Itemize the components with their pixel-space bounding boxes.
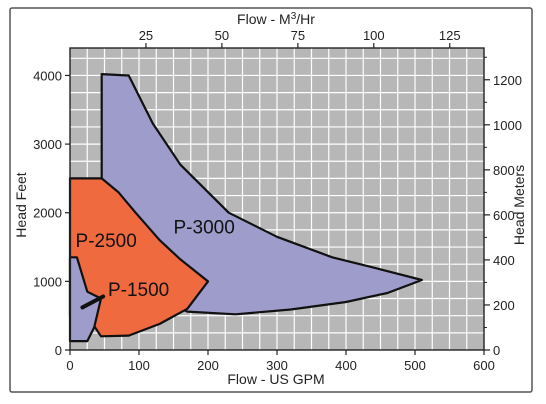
top-x-axis-title-suffix: /Hr [296,11,315,27]
top-x-tick-label: 125 [439,28,461,43]
right-tick-label: 0 [493,343,500,358]
y-tick-label: 3000 [33,137,62,152]
y-tick-label: 1000 [33,274,62,289]
x-tick-label: 0 [66,358,73,373]
series-label-p-1500: P-1500 [108,280,169,301]
right-tick-label: 800 [493,163,515,178]
p1500-region [68,256,103,343]
right-tick-label: 1000 [493,118,522,133]
x-tick-label: 600 [473,358,495,373]
series-label-p-2500: P-2500 [76,231,137,252]
right-tick-label: 400 [493,253,515,268]
y-tick-label: 2000 [33,206,62,221]
y-tick-label: 4000 [33,68,62,83]
top-x-axis-title-superscript: 3 [291,11,297,22]
x-tick-label: 400 [335,358,357,373]
right-tick-label: 600 [493,208,515,223]
y-tick-label: 0 [55,343,62,358]
p1500-marker-bar [80,294,106,310]
top-x-axis-title: Flow - M3/Hr [237,11,315,27]
x-tick-label: 200 [197,358,219,373]
x-tick-label: 300 [266,358,288,373]
y-axis-title: Head Feet [13,172,29,237]
right-y-axis-title: Head Meters [511,165,527,245]
top-x-tick-label: 50 [215,28,229,43]
series-label-p-3000: P-3000 [174,217,235,238]
x-axis-title: Flow - US GPM [227,371,324,387]
top-x-tick-label: 75 [291,28,305,43]
x-tick-label: 500 [404,358,426,373]
x-tick-label: 100 [128,358,150,373]
top-x-axis-title-prefix: Flow - M [237,11,291,27]
top-x-tick-label: 100 [363,28,385,43]
top-x-tick-label: 25 [139,28,153,43]
right-tick-label: 1200 [493,73,522,88]
right-tick-label: 200 [493,298,515,313]
